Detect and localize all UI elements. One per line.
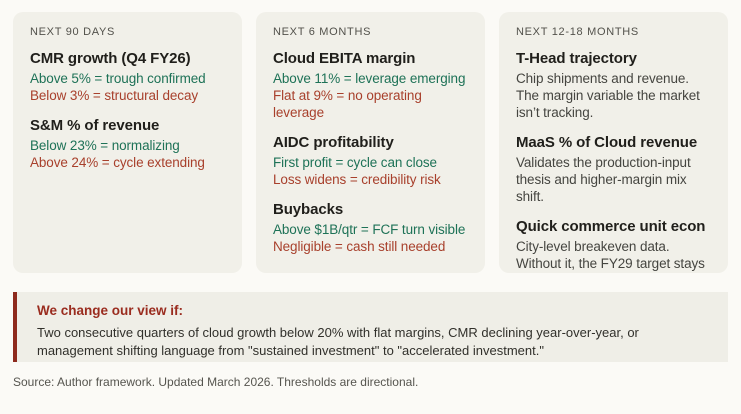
threshold-negative: Negligible = cash still needed (273, 239, 446, 254)
threshold-positive: Below 23% = normalizing (30, 138, 180, 153)
metric-title: AIDC profitability (273, 134, 394, 151)
threshold-negative: Flat at 9% = no operating leverage (273, 88, 422, 120)
metric-group-t-head: T-Head trajectory Chip shipments and rev… (516, 50, 711, 121)
metric-group-maas: MaaS % of Cloud revenue Validates the pr… (516, 134, 711, 205)
framework-infographic: NEXT 90 DAYS CMR growth (Q4 FY26) Above … (13, 12, 728, 389)
metric-group-aidc: AIDC profitability First profit = cycle … (273, 134, 468, 188)
threshold-negative: Loss widens = credibility risk (273, 172, 441, 187)
card-label: NEXT 12-18 MONTHS (516, 26, 639, 38)
card-next-6-months: NEXT 6 MONTHS Cloud EBITA margin Above 1… (256, 12, 485, 273)
metric-group-sm-revenue: S&M % of revenue Below 23% = normalizing… (30, 117, 225, 171)
metric-title: Quick commerce unit econ (516, 218, 706, 235)
card-label: NEXT 6 MONTHS (273, 26, 372, 38)
view-change-callout: We change our view if: Two consecutive q… (13, 292, 728, 362)
card-label: NEXT 90 DAYS (30, 26, 116, 38)
source-note: Source: Author framework. Updated March … (13, 375, 419, 389)
timeframe-cards-row: NEXT 90 DAYS CMR growth (Q4 FY26) Above … (13, 12, 728, 273)
threshold-positive: Above 11% = leverage emerging (273, 71, 466, 86)
metric-title: CMR growth (Q4 FY26) (30, 50, 191, 67)
metric-title: Cloud EBITA margin (273, 50, 416, 67)
threshold-positive: Above 5% = trough confirmed (30, 71, 206, 86)
metric-description: Chip shipments and revenue. The margin v… (516, 71, 700, 120)
metric-description: City-level breakeven data. Without it, t… (516, 239, 705, 271)
metric-description: Validates the production-input thesis an… (516, 155, 691, 204)
threshold-negative: Below 3% = structural decay (30, 88, 199, 103)
metric-group-cloud-ebita: Cloud EBITA margin Above 11% = leverage … (273, 50, 468, 121)
threshold-positive: First profit = cycle can close (273, 155, 437, 170)
metric-title: Buybacks (273, 201, 344, 218)
threshold-negative: Above 24% = cycle extending (30, 155, 205, 170)
metric-group-quick-commerce: Quick commerce unit econ City-level brea… (516, 218, 711, 273)
card-next-12-18-months: NEXT 12-18 MONTHS T-Head trajectory Chip… (499, 12, 728, 273)
metric-group-cmr-growth: CMR growth (Q4 FY26) Above 5% = trough c… (30, 50, 225, 104)
metric-title: T-Head trajectory (516, 50, 637, 67)
metric-group-buybacks: Buybacks Above $1B/qtr = FCF turn visibl… (273, 201, 468, 255)
card-next-90-days: NEXT 90 DAYS CMR growth (Q4 FY26) Above … (13, 12, 242, 273)
threshold-positive: Above $1B/qtr = FCF turn visible (273, 222, 466, 237)
callout-title: We change our view if: (37, 303, 184, 318)
metric-title: S&M % of revenue (30, 117, 160, 134)
metric-title: MaaS % of Cloud revenue (516, 134, 698, 151)
callout-body: Two consecutive quarters of cloud growth… (37, 325, 639, 358)
